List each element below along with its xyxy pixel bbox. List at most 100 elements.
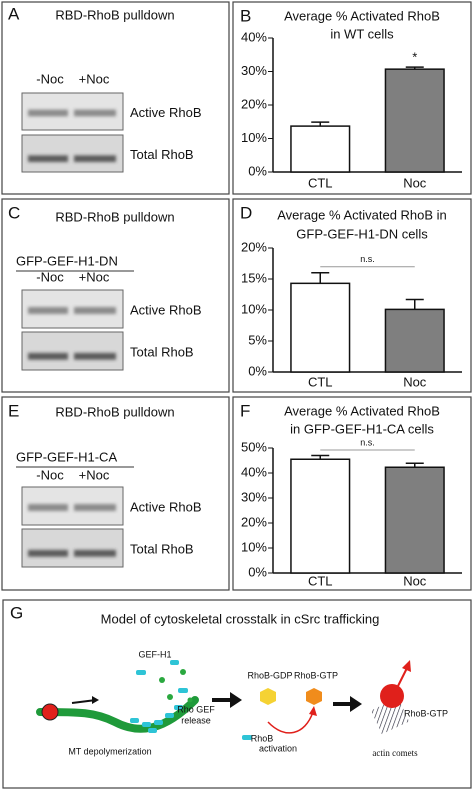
panel-title: Model of cytoskeletal crosstalk in cSrc … bbox=[101, 611, 380, 626]
panel-letter: B bbox=[240, 6, 251, 25]
gel-band bbox=[74, 549, 116, 557]
y-tick-label: 5% bbox=[248, 332, 267, 347]
actin-comet bbox=[370, 697, 410, 735]
gel-band bbox=[74, 109, 116, 117]
lane-label: -Noc bbox=[36, 467, 64, 482]
gel-blot bbox=[21, 528, 124, 568]
x-tick-label: CTL bbox=[308, 573, 333, 588]
construct-label: GFP-GEF-H1-DN bbox=[16, 253, 118, 268]
chart-title: Average % Activated RhoB bbox=[284, 8, 440, 23]
diagram-label: Rho GEF bbox=[177, 704, 215, 714]
arrowhead bbox=[309, 706, 317, 716]
row-label: Total RhoB bbox=[130, 344, 194, 359]
chart-title: Average % Activated RhoB in bbox=[277, 207, 447, 222]
panel-box bbox=[232, 1, 472, 195]
panel-box bbox=[232, 198, 472, 393]
diagram-label: RhoB bbox=[251, 733, 274, 743]
diagram-label: activation bbox=[259, 743, 297, 753]
y-tick-label: 30% bbox=[241, 489, 267, 504]
chart-title: in WT cells bbox=[330, 26, 394, 41]
y-tick-label: 0% bbox=[248, 363, 267, 378]
csrc-vesicle bbox=[41, 703, 59, 721]
bar bbox=[384, 308, 445, 373]
y-tick-label: 20% bbox=[241, 239, 267, 254]
lane-label: +Noc bbox=[79, 467, 110, 482]
arrowhead bbox=[92, 696, 99, 704]
chart-title: Average % Activated RhoB bbox=[284, 403, 440, 418]
panel-title: RBD-RhoB pulldown bbox=[55, 7, 174, 22]
diagram-label: MT depolymerization bbox=[68, 746, 151, 756]
diagram-label: actin comets bbox=[372, 748, 418, 758]
panel-letter: G bbox=[10, 603, 23, 622]
y-tick-label: 20% bbox=[241, 514, 267, 529]
x-tick-label: Noc bbox=[403, 374, 427, 389]
comparison-label: n.s. bbox=[360, 254, 375, 264]
significance: * bbox=[412, 50, 417, 65]
lane-label: -Noc bbox=[36, 269, 64, 284]
y-tick-label: 10% bbox=[241, 130, 267, 145]
x-tick-label: CTL bbox=[308, 374, 333, 389]
lane-label: +Noc bbox=[79, 71, 110, 86]
panel-box bbox=[232, 396, 472, 591]
x-tick-label: Noc bbox=[403, 573, 427, 588]
arrowhead bbox=[230, 692, 242, 708]
gel-blot bbox=[21, 331, 124, 371]
chart-title: in GFP-GEF-H1-CA cells bbox=[290, 421, 434, 436]
gel-band bbox=[74, 504, 116, 511]
diagram-label: RhoB-GDP bbox=[247, 670, 292, 680]
y-tick-label: 10% bbox=[241, 301, 267, 316]
bar bbox=[290, 458, 351, 574]
panel-letter: C bbox=[8, 203, 20, 222]
activation-arrow bbox=[267, 711, 314, 734]
bar bbox=[290, 125, 351, 173]
csrc-vesicle bbox=[380, 684, 404, 708]
panel-letter: A bbox=[8, 4, 20, 23]
gef-dots bbox=[159, 669, 193, 703]
arrowhead bbox=[350, 696, 362, 712]
panel-box bbox=[1, 396, 230, 591]
microtubule bbox=[36, 696, 199, 733]
y-tick-label: 40% bbox=[241, 464, 267, 479]
gel-band bbox=[28, 109, 68, 117]
gef-dashes bbox=[130, 660, 252, 740]
gel-band bbox=[28, 352, 68, 360]
diagram-label: RhoB-GTP bbox=[294, 670, 338, 680]
x-tick-label: Noc bbox=[403, 175, 427, 190]
panel-box bbox=[2, 599, 472, 789]
diagram-label: GEF-H1 bbox=[138, 649, 171, 659]
diagram-label: release bbox=[181, 715, 211, 725]
gel-blot bbox=[21, 134, 124, 173]
panel-letter: E bbox=[8, 401, 19, 420]
rhob-gdp bbox=[260, 688, 276, 705]
row-label: Active RhoB bbox=[130, 302, 202, 317]
bar bbox=[384, 68, 445, 173]
construct-label: GFP-GEF-H1-CA bbox=[16, 449, 117, 464]
panel-title: RBD-RhoB pulldown bbox=[55, 404, 174, 419]
x-tick-label: CTL bbox=[308, 175, 333, 190]
gel-band bbox=[28, 549, 68, 557]
gel-band bbox=[28, 504, 68, 511]
y-tick-label: 10% bbox=[241, 539, 267, 554]
rhob-gtp bbox=[306, 688, 322, 705]
y-tick-label: 0% bbox=[248, 163, 267, 178]
comparison-label: n.s. bbox=[360, 437, 375, 447]
gel-band bbox=[74, 307, 116, 314]
arrowhead bbox=[402, 660, 411, 672]
chart-title: GFP-GEF-H1-DN cells bbox=[296, 226, 428, 241]
bar bbox=[290, 282, 351, 373]
row-label: Total RhoB bbox=[130, 147, 194, 162]
panel-letter: D bbox=[240, 203, 252, 222]
gel-band bbox=[28, 155, 68, 163]
gel-band bbox=[74, 155, 116, 163]
panel-box bbox=[1, 198, 230, 393]
y-tick-label: 0% bbox=[248, 564, 267, 579]
y-tick-label: 20% bbox=[241, 96, 267, 111]
panel-box bbox=[1, 1, 230, 195]
panel-title: RBD-RhoB pulldown bbox=[55, 209, 174, 224]
row-label: Active RhoB bbox=[130, 105, 202, 120]
lane-label: -Noc bbox=[36, 71, 64, 86]
y-tick-label: 40% bbox=[241, 29, 267, 44]
lane-label: +Noc bbox=[79, 269, 110, 284]
bar bbox=[384, 466, 445, 574]
